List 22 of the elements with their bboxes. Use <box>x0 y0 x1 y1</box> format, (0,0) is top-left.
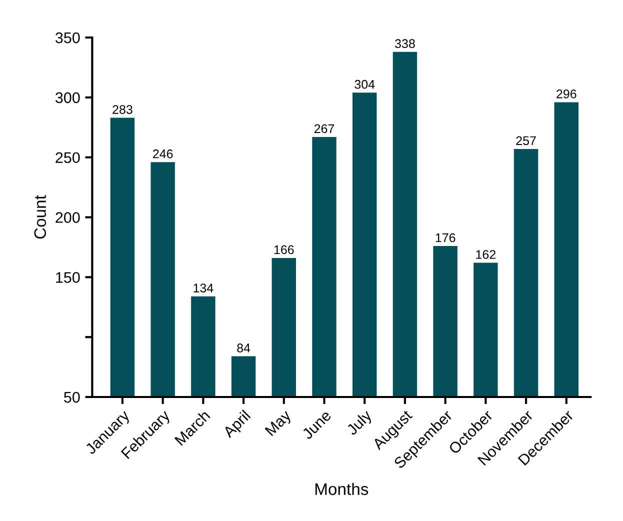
y-tick-label: 200 <box>56 212 80 223</box>
data-label: 267 <box>314 124 334 134</box>
y-tick-label: 250 <box>56 152 80 164</box>
data-label: 134 <box>194 284 214 292</box>
data-label: 166 <box>274 245 294 254</box>
x-tick-label: July <box>346 408 375 438</box>
y-axis-title: Count <box>34 195 46 239</box>
y-tick-label: 300 <box>55 92 80 104</box>
data-label: 338 <box>395 39 415 48</box>
x-axis-title: Months <box>315 482 368 496</box>
data-label: 162 <box>476 250 496 259</box>
data-label: 257 <box>516 136 536 146</box>
data-label: 84 <box>237 344 250 352</box>
data-label: 246 <box>153 149 173 158</box>
y-tick-label: 350 <box>55 32 80 44</box>
data-label: 304 <box>354 80 375 89</box>
data-label: 176 <box>436 233 456 242</box>
data-label: 296 <box>556 90 576 98</box>
y-tick-label: 50 <box>64 392 80 403</box>
y-tick-label: 150 <box>56 272 80 283</box>
data-label: 283 <box>112 105 132 114</box>
x-tick-label: May <box>264 409 294 438</box>
